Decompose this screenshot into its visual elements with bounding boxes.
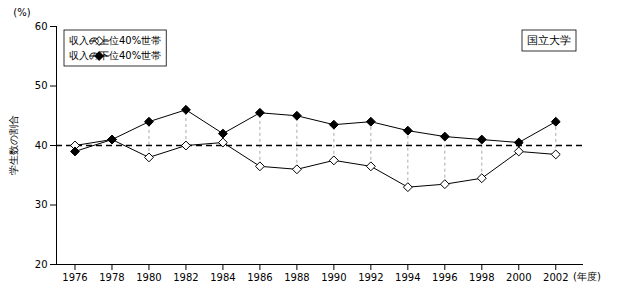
svg-text:30: 30 — [35, 199, 48, 210]
svg-text:収入の下位40%世帯: 収入の下位40%世帯 — [69, 50, 161, 61]
svg-text:国立大学: 国立大学 — [527, 34, 571, 47]
svg-text:1976: 1976 — [62, 272, 87, 283]
svg-text:2002: 2002 — [543, 272, 568, 283]
svg-text:1984: 1984 — [210, 272, 235, 283]
svg-text:1980: 1980 — [136, 272, 161, 283]
svg-text:60: 60 — [35, 21, 48, 32]
svg-text:40: 40 — [35, 140, 48, 151]
svg-text:2000: 2000 — [506, 272, 531, 283]
svg-text:1994: 1994 — [395, 272, 420, 283]
svg-text:1978: 1978 — [99, 272, 124, 283]
svg-text:20: 20 — [35, 259, 48, 270]
svg-text:1990: 1990 — [321, 272, 346, 283]
svg-text:(年度): (年度) — [573, 271, 601, 282]
svg-text:1982: 1982 — [173, 272, 198, 283]
svg-text:50: 50 — [35, 80, 48, 91]
svg-text:学生数の割合: 学生数の割合 — [8, 115, 19, 175]
svg-text:収入の上位40%世帯: 収入の上位40%世帯 — [69, 35, 161, 46]
svg-text:1992: 1992 — [358, 272, 383, 283]
svg-text:1996: 1996 — [432, 272, 457, 283]
svg-text:1998: 1998 — [469, 272, 494, 283]
svg-text:(%): (%) — [13, 7, 30, 18]
svg-text:1988: 1988 — [284, 272, 309, 283]
svg-text:1986: 1986 — [247, 272, 272, 283]
